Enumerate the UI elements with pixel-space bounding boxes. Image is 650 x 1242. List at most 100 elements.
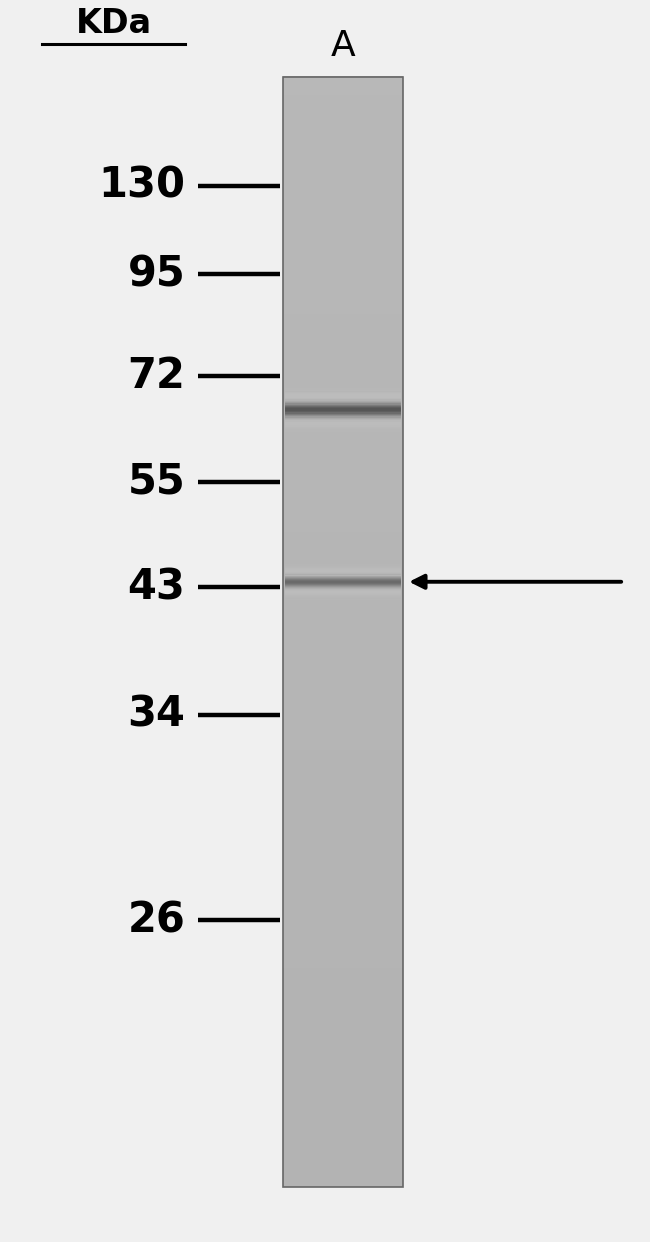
Bar xyxy=(283,838,403,842)
Bar xyxy=(283,756,403,761)
Bar xyxy=(285,446,400,447)
Bar xyxy=(283,231,403,236)
Bar xyxy=(285,386,400,388)
Bar xyxy=(283,257,403,262)
Bar xyxy=(283,590,403,595)
Bar xyxy=(283,294,403,299)
Bar xyxy=(285,400,400,401)
Bar xyxy=(283,850,403,853)
Bar xyxy=(283,524,403,528)
Bar xyxy=(283,691,403,694)
Bar xyxy=(283,664,403,668)
Bar xyxy=(283,1156,403,1160)
Bar xyxy=(283,77,403,1186)
Bar xyxy=(283,191,403,195)
Bar xyxy=(283,1020,403,1023)
Bar xyxy=(283,898,403,902)
Bar xyxy=(283,782,403,787)
Bar xyxy=(285,370,400,371)
Bar xyxy=(283,229,403,232)
Bar xyxy=(283,1023,403,1027)
Bar xyxy=(283,879,403,883)
Bar xyxy=(283,964,403,969)
Bar xyxy=(285,437,400,438)
Bar xyxy=(283,971,403,976)
Bar xyxy=(283,979,403,984)
Bar xyxy=(283,930,403,935)
Bar xyxy=(283,1057,403,1061)
Bar xyxy=(283,768,403,773)
Bar xyxy=(283,835,403,838)
Bar xyxy=(283,620,403,625)
Bar xyxy=(283,287,403,292)
Bar xyxy=(283,139,403,144)
Bar xyxy=(285,395,400,396)
Bar xyxy=(283,683,403,687)
Bar xyxy=(283,1064,403,1068)
Bar xyxy=(285,385,400,386)
Bar xyxy=(283,627,403,632)
Bar xyxy=(283,934,403,939)
Bar xyxy=(283,687,403,691)
Bar xyxy=(283,672,403,676)
Bar xyxy=(283,805,403,810)
Bar xyxy=(283,605,403,610)
Bar xyxy=(283,120,403,125)
Bar xyxy=(283,487,403,491)
Bar xyxy=(283,738,403,743)
Bar xyxy=(283,339,403,343)
Bar xyxy=(285,409,400,410)
Bar xyxy=(283,91,403,96)
Bar xyxy=(283,202,403,206)
Bar xyxy=(283,250,403,255)
Bar xyxy=(283,94,403,99)
Bar xyxy=(283,876,403,879)
Bar xyxy=(283,1112,403,1117)
Text: 34: 34 xyxy=(127,694,185,737)
Bar xyxy=(283,1074,403,1079)
Bar xyxy=(283,809,403,814)
Bar xyxy=(283,313,403,317)
Bar xyxy=(285,389,400,390)
Bar xyxy=(285,411,400,412)
Bar xyxy=(283,642,403,647)
Bar xyxy=(283,915,403,920)
Bar xyxy=(283,550,403,554)
Bar xyxy=(283,176,403,180)
Text: 72: 72 xyxy=(127,355,185,397)
Bar xyxy=(283,1164,403,1167)
Bar xyxy=(283,217,403,221)
Bar xyxy=(283,827,403,831)
Bar xyxy=(283,775,403,780)
Bar xyxy=(283,579,403,584)
Bar xyxy=(283,491,403,494)
Bar xyxy=(283,1082,403,1087)
Bar xyxy=(283,1001,403,1005)
Bar xyxy=(283,1009,403,1012)
Bar xyxy=(283,384,403,388)
Bar xyxy=(283,498,403,502)
Bar xyxy=(283,1182,403,1186)
Bar xyxy=(283,668,403,672)
Bar xyxy=(283,986,403,990)
Bar xyxy=(283,98,403,103)
Bar xyxy=(285,427,400,428)
Bar xyxy=(283,741,403,746)
Bar xyxy=(283,857,403,861)
Bar xyxy=(283,912,403,917)
Bar xyxy=(283,623,403,628)
Bar xyxy=(283,306,403,310)
Bar xyxy=(283,276,403,281)
Bar xyxy=(283,713,403,717)
Bar xyxy=(283,601,403,606)
Text: A: A xyxy=(331,29,356,63)
Bar xyxy=(283,1089,403,1094)
Bar xyxy=(283,424,403,428)
Bar xyxy=(283,272,403,277)
Bar xyxy=(283,446,403,451)
Bar xyxy=(285,436,400,437)
Bar xyxy=(283,309,403,314)
Bar xyxy=(283,816,403,821)
Bar xyxy=(283,1053,403,1057)
Bar xyxy=(283,412,403,417)
